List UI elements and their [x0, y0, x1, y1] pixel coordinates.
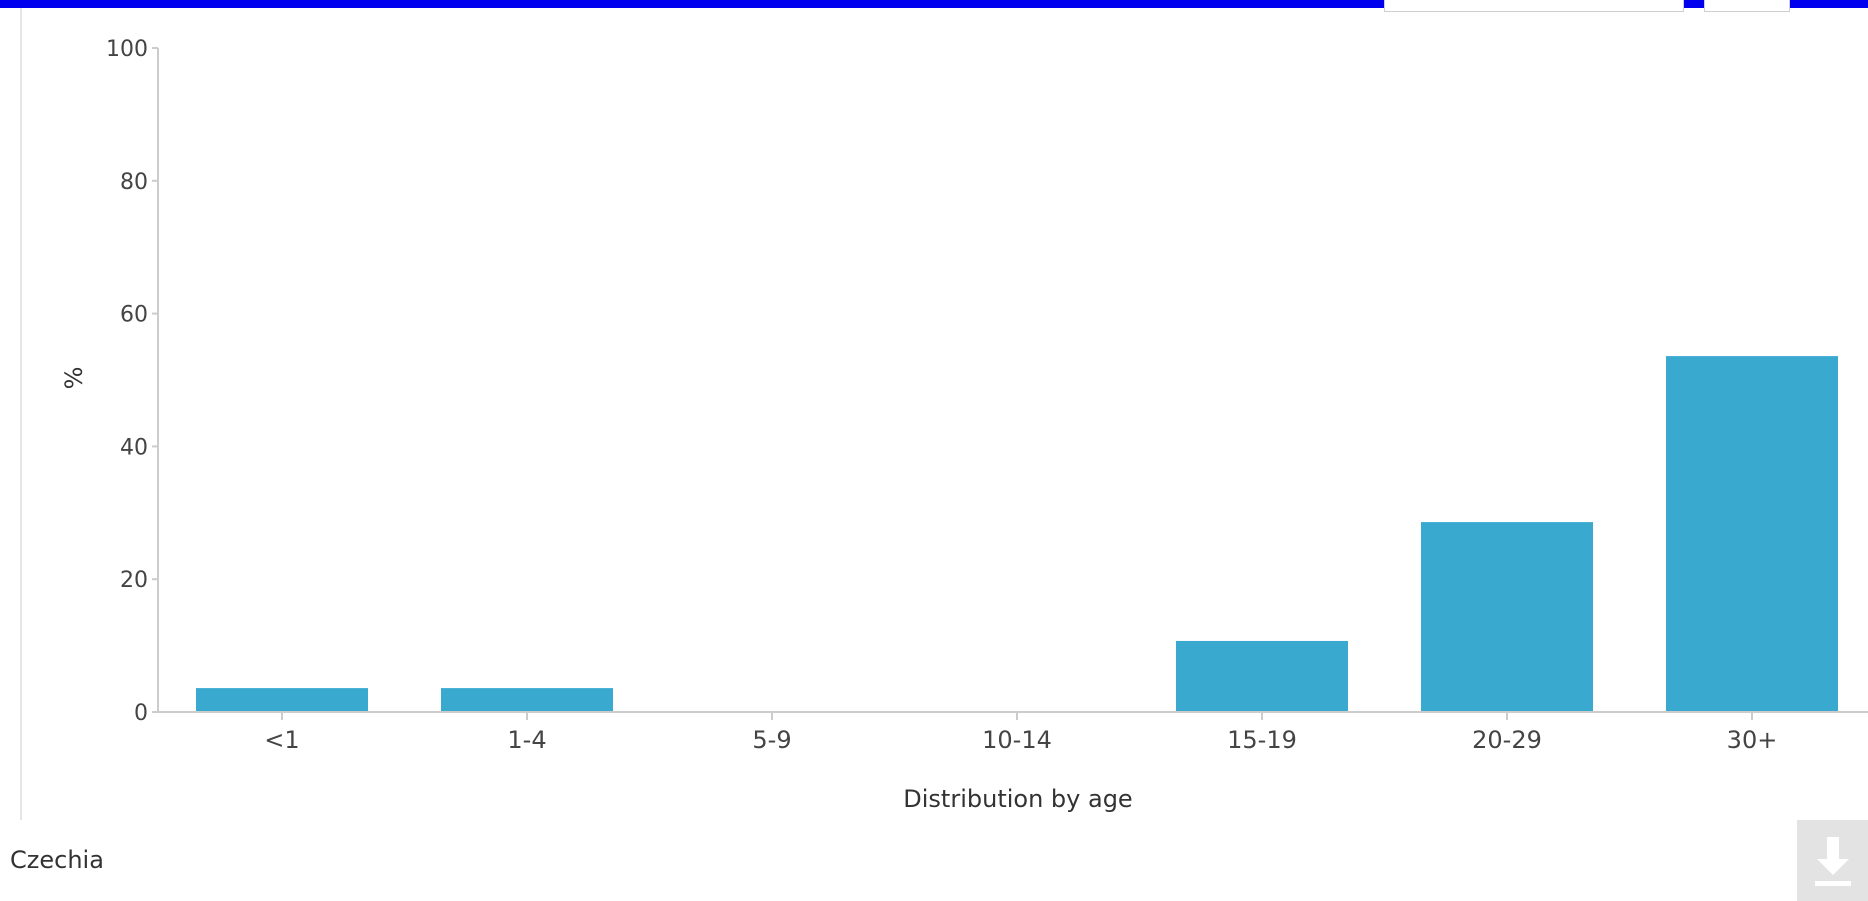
bar[interactable]: [196, 688, 368, 712]
top-bar: [0, 0, 1868, 8]
y-tick-label: 100: [106, 37, 148, 62]
top-select-box[interactable]: [1384, 0, 1684, 12]
y-tick-label: 60: [120, 303, 148, 328]
panel-divider: [20, 8, 22, 820]
bar[interactable]: [1421, 522, 1593, 712]
y-tick-label: 0: [134, 701, 148, 726]
y-tick-label: 40: [120, 435, 148, 460]
x-tick-label: 1-4: [507, 726, 546, 754]
country-label: Czechia: [10, 846, 104, 874]
x-axis-label: Distribution by age: [903, 785, 1132, 813]
bar[interactable]: [441, 688, 613, 712]
x-tick-label: 20-29: [1472, 726, 1542, 754]
bar[interactable]: [1666, 356, 1838, 712]
y-tick-label: 80: [120, 170, 148, 195]
bars-group: [196, 356, 1838, 712]
download-arrow-icon: [1814, 836, 1851, 886]
top-small-box[interactable]: [1704, 0, 1790, 12]
bar[interactable]: [1176, 640, 1348, 712]
x-tick-label: 15-19: [1227, 726, 1297, 754]
x-axis: <1 1-4 5-9 10-14 15-19 20-29 30+: [264, 712, 1777, 754]
y-axis-label: %: [60, 367, 88, 390]
y-axis: 0 20 40 60 80 100: [106, 37, 158, 726]
x-tick-label: <1: [264, 726, 299, 754]
x-tick-label: 30+: [1727, 726, 1778, 754]
x-tick-label: 5-9: [752, 726, 791, 754]
download-button[interactable]: [1797, 820, 1868, 901]
y-tick-label: 20: [120, 568, 148, 593]
x-tick-label: 10-14: [982, 726, 1052, 754]
